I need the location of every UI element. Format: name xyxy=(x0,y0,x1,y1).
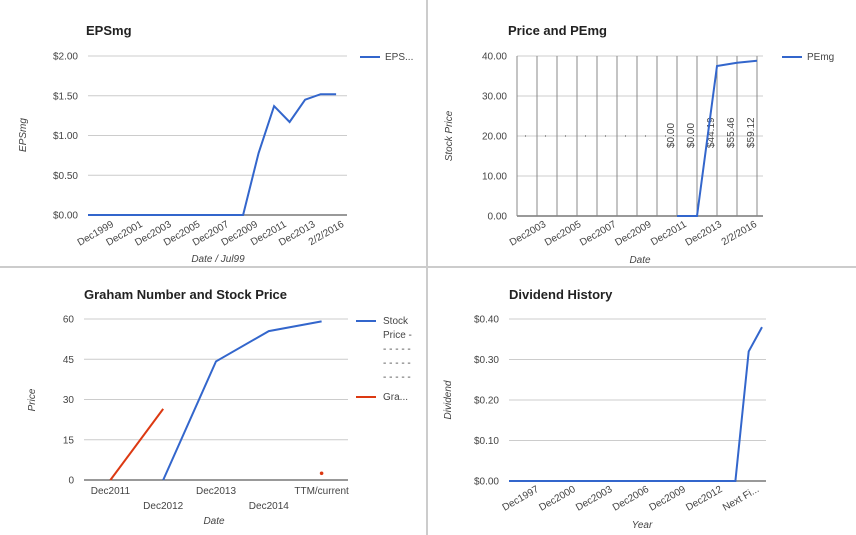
y-axis-label: Dividend xyxy=(443,380,454,419)
y-tick-label: 20.00 xyxy=(482,132,507,143)
chart-price-pemg: Price and PEmg 0.00 10.00 20.00 30.00 40.00 St… xyxy=(428,0,856,266)
series-line xyxy=(162,320,322,481)
x-tick-label: Dec2009 xyxy=(648,484,689,514)
y-axis-label: Stock Price xyxy=(444,110,455,161)
chart-title: Graham Number and Stock Price xyxy=(84,287,287,302)
x-axis-label: Year xyxy=(632,520,653,531)
y-tick-label: $1.00 xyxy=(53,131,78,142)
x-tick-label: Dec1997 xyxy=(501,484,542,514)
y-axis-label: EPSmg xyxy=(18,118,29,152)
chart-graham-number: Graham Number and Stock Price 0 15 30 45 60 Pr… xyxy=(0,268,426,535)
x-tick-label: Dec2013 xyxy=(196,486,236,497)
y-tick-label: $0.50 xyxy=(53,171,78,182)
x-axis-label: Date xyxy=(203,516,225,527)
price-pemg-svg: Price and PEmg 0.00 10.00 20.00 30.00 40.00 St… xyxy=(444,23,834,266)
chart-title: Dividend History xyxy=(509,287,613,302)
x-tick-label: Dec2014 xyxy=(249,501,289,512)
x-tick-label: TTM/current xyxy=(294,486,349,497)
chart-epsmg: EPSmg $0.00 $0.50 $1.00 $1.50 $2.00 EPSmg Date … xyxy=(0,0,426,266)
annotation-label: $55.46 xyxy=(726,117,737,148)
y-tick-label: 45 xyxy=(63,355,75,366)
horizontal-divider xyxy=(0,266,856,268)
data-point xyxy=(319,471,324,476)
annotation-label: $59.12 xyxy=(746,117,757,148)
legend-label: - - - - - xyxy=(383,372,411,383)
dividend-history-svg: Dividend History $0.00 $0.10 $0.20 $0.30 $0.4… xyxy=(443,287,766,531)
series-line xyxy=(109,408,165,481)
y-tick-label: 0.00 xyxy=(488,212,508,223)
x-tick-label: Dec2000 xyxy=(537,484,578,514)
y-tick-label: $0.00 xyxy=(53,211,78,222)
legend-label: Gra... xyxy=(383,392,408,403)
x-tick-label: Dec2013 xyxy=(684,219,725,249)
legend-label: - - - - - xyxy=(383,344,411,355)
x-tick-label: Dec2003 xyxy=(508,219,549,249)
x-axis-label: Date / Jul99 xyxy=(191,254,245,265)
y-tick-label: 60 xyxy=(63,315,75,326)
annotation-label: $0.00 xyxy=(666,123,677,148)
x-tick-label: Dec2009 xyxy=(613,219,654,249)
y-tick-label: 0 xyxy=(68,476,74,487)
legend-label: - - - - - xyxy=(383,358,411,369)
epsmg-svg: EPSmg $0.00 $0.50 $1.00 $1.50 $2.00 EPSmg Date … xyxy=(18,23,413,265)
x-tick-label: Dec2007 xyxy=(578,219,619,249)
y-tick-label: 30 xyxy=(63,395,75,406)
chart-title: Price and PEmg xyxy=(508,23,607,38)
annotation-label: $0.00 xyxy=(686,123,697,148)
y-tick-label: $0.30 xyxy=(474,355,499,366)
chart-title: EPSmg xyxy=(86,23,132,38)
y-tick-label: 10.00 xyxy=(482,172,507,183)
y-tick-label: $0.00 xyxy=(474,477,499,488)
x-tick-label: Dec2012 xyxy=(143,501,183,512)
series-line xyxy=(509,326,763,482)
x-tick-label: 2/2/2016 xyxy=(720,219,760,248)
y-tick-label: $0.20 xyxy=(474,396,499,407)
y-tick-label: $2.00 xyxy=(53,52,78,63)
series-line xyxy=(88,93,337,216)
legend-label: Stock xyxy=(383,316,409,327)
annotation-label: $44.19 xyxy=(706,117,717,148)
x-axis-label: Date xyxy=(629,255,651,266)
x-tick-label: Dec2011 xyxy=(91,486,131,497)
legend-label: EPS... xyxy=(385,52,413,63)
chart-dividend-history: Dividend History $0.00 $0.10 $0.20 $0.30 $0.4… xyxy=(428,268,856,535)
x-tick-label: Dec2011 xyxy=(649,219,689,248)
y-tick-label: 15 xyxy=(63,435,75,446)
y-tick-label: $1.50 xyxy=(53,91,78,102)
y-tick-label: $0.10 xyxy=(474,436,499,447)
x-tick-label: Dec2005 xyxy=(543,219,584,249)
y-tick-label: 30.00 xyxy=(482,92,507,103)
x-tick-label: Next Fi... xyxy=(721,484,761,514)
y-tick-label: 40.00 xyxy=(482,52,507,63)
y-tick-label: $0.40 xyxy=(474,315,499,326)
x-tick-label: Dec2003 xyxy=(574,484,615,514)
x-tick-label: Dec2012 xyxy=(684,484,725,514)
y-axis-label: Price xyxy=(27,388,38,411)
graham-number-svg: Graham Number and Stock Price 0 15 30 45 60 Pr… xyxy=(27,287,412,527)
series-line xyxy=(677,59,758,217)
legend-label: PEmg xyxy=(807,52,834,63)
legend-label: Price - xyxy=(383,330,412,341)
x-tick-label: Dec2006 xyxy=(611,484,652,514)
